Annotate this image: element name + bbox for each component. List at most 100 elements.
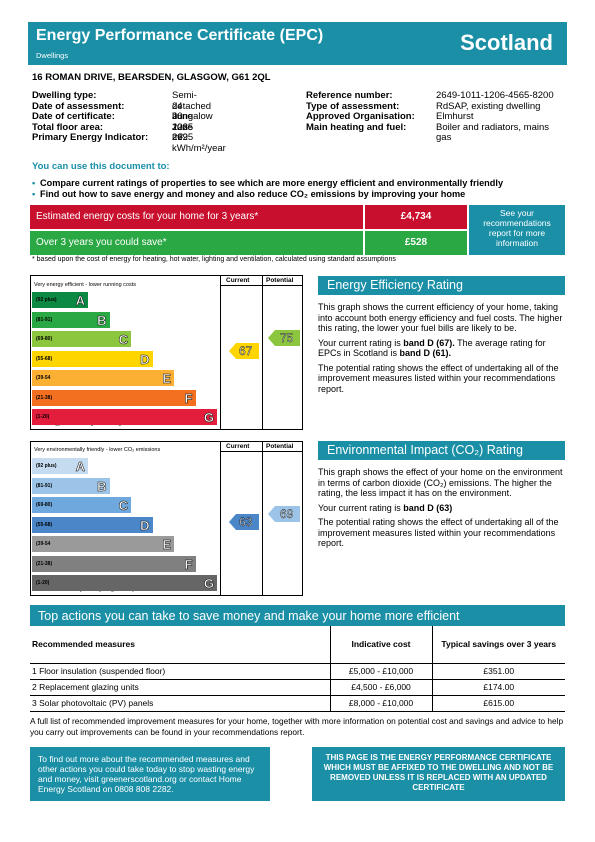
eer-divider <box>220 275 221 430</box>
detail-label: Type of assessment: <box>306 100 400 112</box>
eer-band-range: (1-20) <box>36 414 50 420</box>
detail-value: Semi-detached bungalow <box>172 90 213 122</box>
eir-band-range: (55-68) <box>36 521 53 528</box>
eer-divider <box>220 285 303 286</box>
eir-para-2: Your current rating is band D (63) <box>318 502 453 513</box>
eir-band-range: (21-38) <box>36 560 53 567</box>
eer-current-arrow: 67 <box>229 343 259 360</box>
property-address: 16 ROMAN DRIVE, BEARSDEN, GLASGOW, G61 2… <box>32 72 271 83</box>
eer-band-letter: B <box>97 312 107 328</box>
eir-band-letter: E <box>162 537 171 553</box>
details-right: Reference number: 2649-1011-1206-4565-820… <box>306 90 568 144</box>
eer-potential-label: Potential <box>266 277 294 284</box>
eer-para-3: The potential rating shows the effect of… <box>318 362 559 394</box>
detail-label: Reference number: <box>306 90 393 101</box>
bullet-item: Find out how to save energy and money an… <box>32 189 503 200</box>
eer-band-a: (92 plus) A <box>32 292 88 308</box>
eir-band-letter: B <box>97 478 107 494</box>
eir-band-letter: C <box>118 498 128 514</box>
eir-current-value: 63 <box>239 515 253 530</box>
eer-band-f: (21-38) F <box>32 389 196 406</box>
estimated-cost-label: Estimated energy costs for your home for… <box>30 205 363 229</box>
use-heading: You can use this document to: <box>32 161 170 172</box>
eer-potential-arrow: 75 <box>268 330 300 347</box>
eir-band-e: (39-54 E <box>32 536 174 552</box>
eir-band-d: (55-68) D <box>32 516 153 533</box>
estimated-cost-value: £4,734 <box>365 205 467 229</box>
eir-band-c: (69-80) C <box>32 497 131 513</box>
eir-band-g: (1-20) G <box>32 575 217 591</box>
eir-band-letter: F <box>184 556 193 572</box>
header-banner: Energy Performance Certificate (EPC) Dwe… <box>28 22 567 65</box>
eir-potential-label: Potential <box>266 443 294 450</box>
actions-heading: Top actions you can take to save money a… <box>30 605 565 626</box>
eir-band-b: (81-91) B <box>32 477 110 494</box>
eer-band-letter: D <box>140 351 150 367</box>
eer-band-e: (39-54 E <box>32 370 174 386</box>
detail-label: Dwelling type: <box>32 90 97 101</box>
detail-value: Elmhurst <box>436 111 474 122</box>
cost-footnote: * based upon the cost of energy for heat… <box>32 256 396 263</box>
eir-heading: Environmental Impact (CO₂) Rating <box>318 441 565 460</box>
eer-current-value: 67 <box>239 344 253 359</box>
eir-band-range: (92 plus) <box>36 463 57 469</box>
eer-band-letter: F <box>184 390 193 406</box>
eir-divider <box>220 451 303 452</box>
detail-label: Primary Energy Indicator: <box>32 132 149 143</box>
eer-band-b: (81-91) B <box>32 311 110 328</box>
eer-potential-value: 75 <box>280 331 294 346</box>
eir-description: This graph shows the effect of your home… <box>318 467 566 549</box>
eir-para-1: This graph shows the effect of your home… <box>318 467 563 498</box>
eer-band-letter: G <box>203 410 215 426</box>
eir-band-letter: G <box>203 576 215 592</box>
table-header-row: Recommended measures Indicative cost Typ… <box>30 626 565 664</box>
page-title: Energy Performance Certificate (EPC) <box>36 27 324 44</box>
eir-potential-arrow: 69 <box>268 505 300 522</box>
eir-band-f: (21-38) F <box>32 555 196 572</box>
eer-top-text: Very energy efficient - lower running co… <box>34 282 137 288</box>
col-measures: Recommended measures <box>30 626 330 664</box>
detail-value: 26 June 2025 <box>172 111 194 143</box>
eer-chart-frame <box>30 275 303 430</box>
eir-current-label: Current <box>226 443 250 450</box>
eer-current-label: Current <box>226 277 250 284</box>
eir-band-letter: D <box>140 517 150 533</box>
eir-divider <box>262 441 263 596</box>
eer-band-range: (21-38) <box>36 394 53 401</box>
detail-label: Approved Organisation: <box>306 111 415 122</box>
detail-value: 219 kWh/m²/year <box>172 132 226 154</box>
eir-potential-value: 69 <box>280 506 294 521</box>
eir-chart: Current Potential Very environmentally f… <box>30 441 303 596</box>
eer-heading: Energy Efficiency Rating <box>318 276 565 295</box>
actions-table-wrap: Recommended measures Indicative cost Typ… <box>30 626 565 712</box>
footer-warning: THIS PAGE IS THE ENERGY PERFORMANCE CERT… <box>312 747 565 801</box>
eer-band-letter: E <box>162 371 171 387</box>
eer-band-g: (1-20) G <box>32 409 217 425</box>
see-recommendations-note: See your recommendations report for more… <box>469 205 565 255</box>
use-bullets: Compare current ratings of properties to… <box>32 178 503 200</box>
country-label: Scotland <box>460 30 553 55</box>
eer-description: This graph shows the current efficiency … <box>318 302 566 394</box>
eer-divider <box>262 275 263 430</box>
detail-label: Date of assessment: <box>32 100 125 112</box>
eir-band-letter: A <box>75 459 85 475</box>
eer-band-range: (55-68) <box>36 355 53 362</box>
table-row: 2 Replacement glazing units £4,500 - £6,… <box>30 679 565 696</box>
table-row: 3 Solar photovoltaic (PV) panels £8,000 … <box>30 695 565 712</box>
page-subtitle: Dwellings <box>36 51 69 60</box>
eir-band-a: (92 plus) A <box>32 458 88 474</box>
detail-value: RdSAP, existing dwelling <box>436 100 541 112</box>
eir-band-range: (69-80) <box>36 502 53 508</box>
detail-label: Main heating and fuel: <box>306 121 407 133</box>
eer-band-letter: C <box>118 332 128 348</box>
eir-current-arrow: 63 <box>229 514 259 531</box>
detail-value: 128 m² <box>172 121 188 143</box>
eir-chart-frame <box>30 441 303 596</box>
eer-chart: Current Potential Very energy efficient … <box>30 275 303 430</box>
save-label: Over 3 years you could save* <box>30 231 363 255</box>
detail-label: Date of certificate: <box>32 111 115 122</box>
actions-table: Recommended measures Indicative cost Typ… <box>30 626 565 712</box>
eer-band-range: (81-91) <box>36 316 53 323</box>
eir-top-text: Very environmentally friendly - lower CO… <box>34 447 161 453</box>
eer-band-range: (39-54 <box>36 375 51 381</box>
